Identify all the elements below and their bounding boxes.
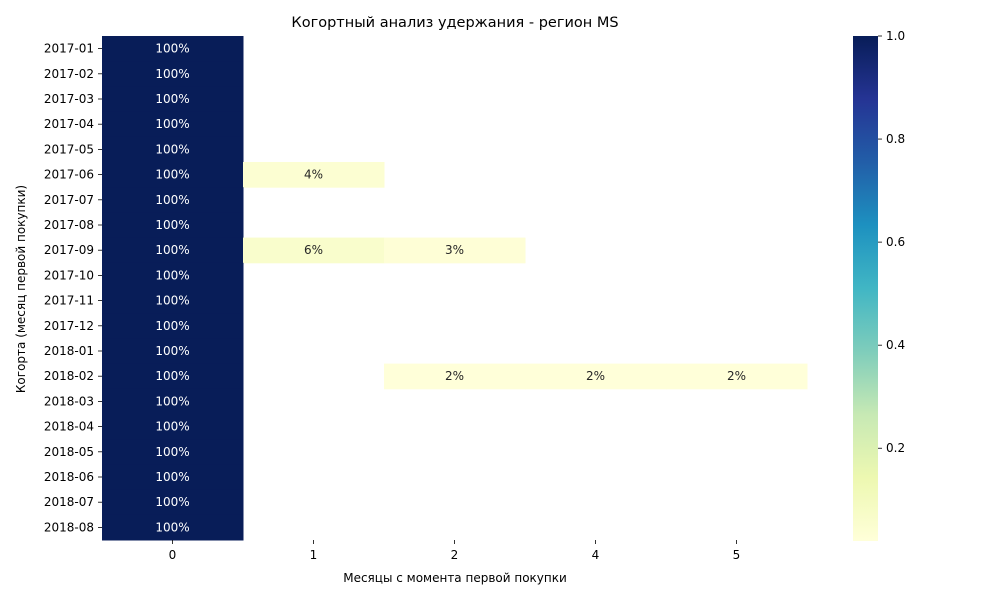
heatmap-cell-label: 100% <box>155 168 189 182</box>
x-tick-label: 1 <box>310 548 318 562</box>
y-tick-label: 2018-05 <box>44 445 94 459</box>
y-tick-label: 2017-08 <box>44 218 94 232</box>
heatmap-cell <box>525 363 667 390</box>
heatmap-cell <box>102 61 244 87</box>
colorbar-tick-label: 1.0 <box>886 29 905 43</box>
heatmap-cell <box>384 237 526 264</box>
heatmap-cell-label: 3% <box>445 243 464 257</box>
x-tick-labels: 0 1 2 4 5 <box>169 540 741 562</box>
heatmap-cell-label: 100% <box>155 520 189 534</box>
x-tick-label: 0 <box>169 548 177 562</box>
heatmap-cell <box>102 111 244 138</box>
y-tick-label: 2017-02 <box>44 67 94 81</box>
heatmap-cell-label: 6% <box>304 243 323 257</box>
y-tick-label: 2017-11 <box>44 294 94 308</box>
heatmap-cell-label: 100% <box>155 42 189 56</box>
y-tick-label: 2017-12 <box>44 319 94 333</box>
y-tick-label: 2017-05 <box>44 142 94 156</box>
heatmap-cell-label: 100% <box>155 420 189 434</box>
heatmap-cell-label: 100% <box>155 117 189 131</box>
heatmap-cell-label: 100% <box>155 394 189 408</box>
heatmap-cell <box>102 489 244 516</box>
heatmap-cell <box>102 262 244 289</box>
y-tick-label: 2017-06 <box>44 168 94 182</box>
x-axis-label: Месяцы с момента первой покупки <box>343 571 567 585</box>
y-tick-label: 2018-07 <box>44 495 94 509</box>
heatmap-cell <box>243 237 385 264</box>
y-tick-label: 2017-01 <box>44 42 94 56</box>
heatmap-cell <box>102 187 244 213</box>
y-tick-label: 2018-06 <box>44 470 94 484</box>
x-tick-label: 4 <box>592 548 600 562</box>
heatmap-cell-label: 4% <box>304 168 323 182</box>
heatmap-cell <box>102 313 244 339</box>
colorbar: 0.2 0.4 0.6 0.8 1.0 <box>853 29 905 541</box>
heatmap-cell <box>384 363 526 390</box>
x-tick-label: 5 <box>733 548 741 562</box>
heatmap-cell-label: 100% <box>155 445 189 459</box>
heatmap-cell-label: 100% <box>155 470 189 484</box>
heatmap-cell-label: 100% <box>155 344 189 358</box>
heatmap-cell-label: 100% <box>155 268 189 282</box>
heatmap-cell-label: 100% <box>155 92 189 106</box>
heatmap-cell-label: 2% <box>586 369 605 383</box>
heatmap-cell <box>666 363 808 390</box>
heatmap-cell-label: 100% <box>155 495 189 509</box>
heatmap-cell <box>102 388 244 415</box>
heatmap-cell <box>102 36 244 62</box>
colorbar-gradient <box>853 36 878 541</box>
colorbar-tick-label: 0.2 <box>886 441 905 455</box>
heatmap-cell <box>102 514 244 541</box>
y-tick-label: 2018-04 <box>44 420 94 434</box>
y-tick-label: 2017-04 <box>44 117 94 131</box>
heatmap-cell <box>243 162 385 188</box>
y-tick-label: 2017-03 <box>44 92 94 106</box>
heatmap-cell <box>102 288 244 314</box>
heatmap-cell-label: 100% <box>155 243 189 257</box>
y-tick-label: 2018-03 <box>44 394 94 408</box>
heatmap-cell-label: 100% <box>155 294 189 308</box>
y-tick-label: 2018-08 <box>44 520 94 534</box>
heatmap-cell-label: 2% <box>445 369 464 383</box>
heatmap-cells: 100% 100% 100% 100% 100% 100% 4% 100% 100% 100% 6%… <box>102 36 808 541</box>
y-tick-label: 2018-02 <box>44 369 94 383</box>
heatmap-cell <box>102 136 244 163</box>
y-tick-label: 2017-10 <box>44 268 94 282</box>
heatmap-cell <box>102 212 244 239</box>
y-tick-label: 2018-01 <box>44 344 94 358</box>
chart-title: Когортный анализ удержания - регион MS <box>291 15 618 31</box>
heatmap-cell-label: 2% <box>727 369 746 383</box>
heatmap-cell <box>102 439 244 465</box>
heatmap-cell-label: 100% <box>155 319 189 333</box>
colorbar-tick-label: 0.8 <box>886 132 905 146</box>
heatmap-cell-label: 100% <box>155 218 189 232</box>
heatmap-cell <box>102 86 244 113</box>
heatmap-cell <box>102 464 244 491</box>
heatmap-cell <box>102 237 244 264</box>
heatmap-cell-label: 100% <box>155 193 189 207</box>
heatmap-cell-label: 100% <box>155 67 189 81</box>
colorbar-ticks: 0.2 0.4 0.6 0.8 1.0 <box>878 29 905 455</box>
heatmap-cell-label: 100% <box>155 142 189 156</box>
heatmap-cell <box>102 363 244 390</box>
heatmap-cell <box>102 414 244 440</box>
y-tick-label: 2017-07 <box>44 193 94 207</box>
y-axis-label: Когорта (месяц первой покупки) <box>14 185 28 393</box>
x-tick-label: 2 <box>451 548 459 562</box>
heatmap-cell <box>102 162 244 188</box>
colorbar-tick-label: 0.6 <box>886 235 905 249</box>
heatmap-cell-label: 100% <box>155 369 189 383</box>
colorbar-tick-label: 0.4 <box>886 338 905 352</box>
y-tick-labels: 2017-01 2017-02 2017-03 2017-04 2017-05 2017-… <box>44 42 102 534</box>
y-tick-label: 2017-09 <box>44 243 94 257</box>
heatmap-cell <box>102 338 244 365</box>
